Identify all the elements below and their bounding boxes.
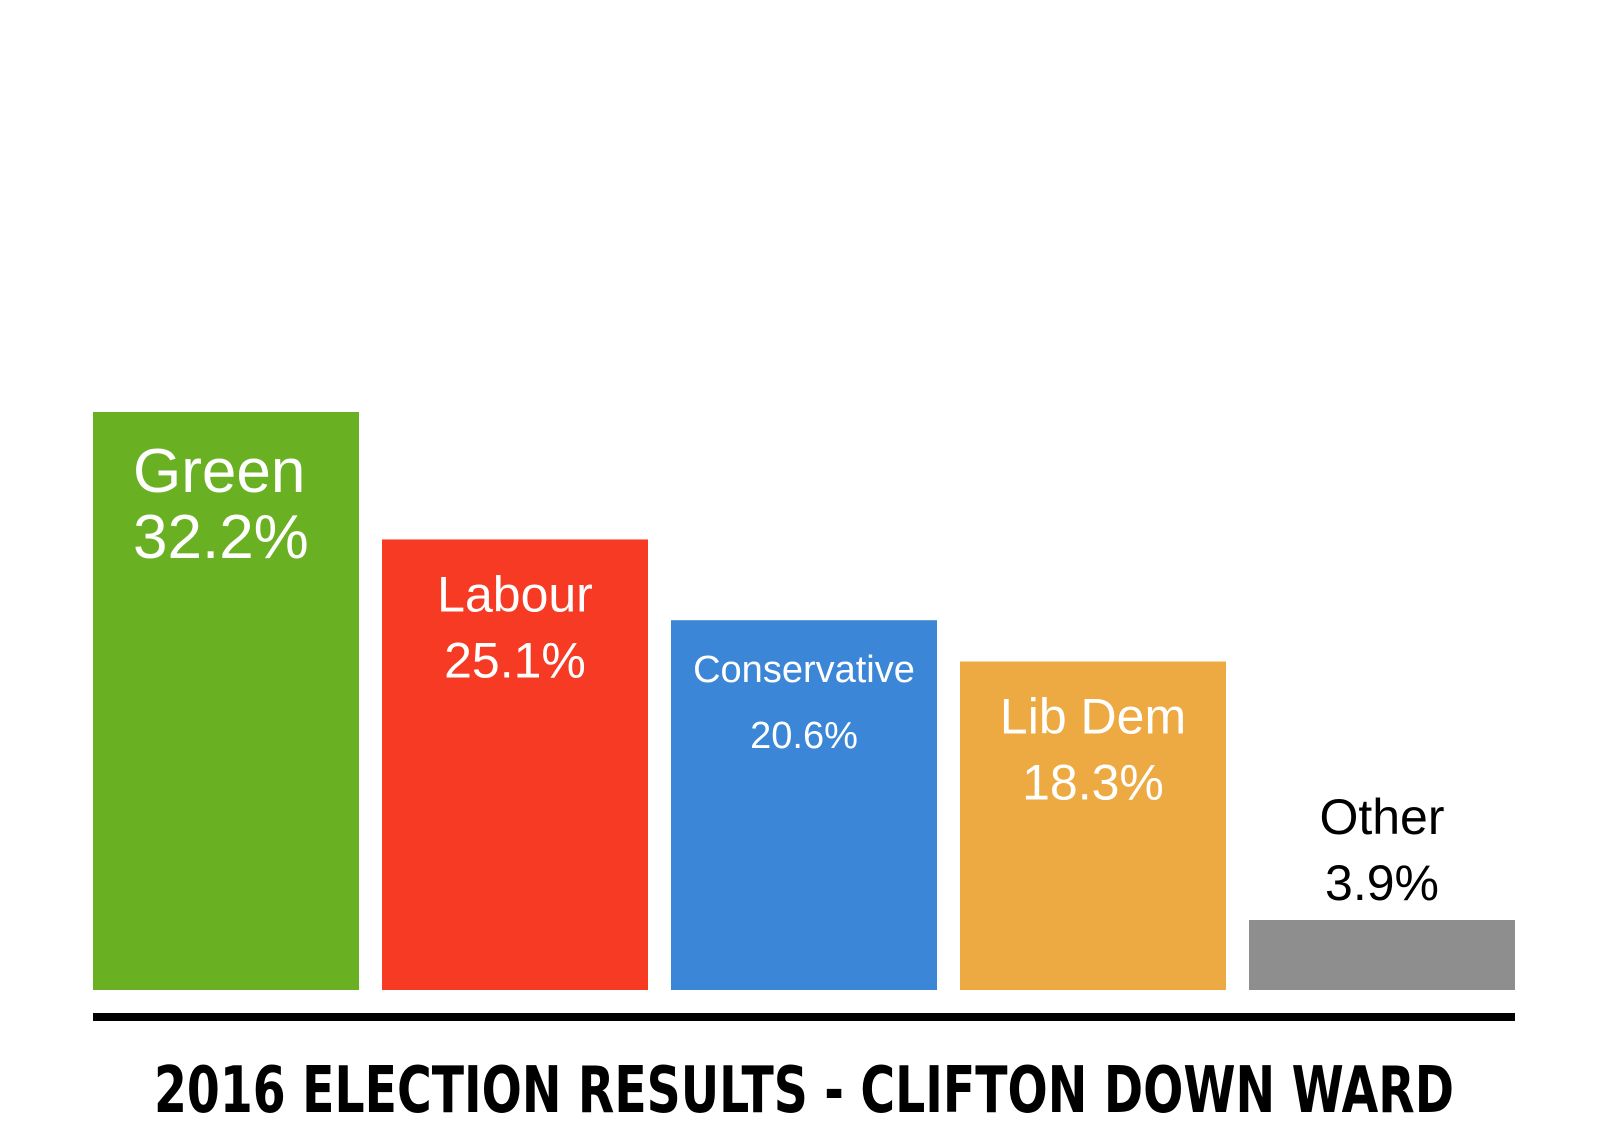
- category-label-green: Green: [133, 437, 305, 506]
- baseline-rule: [93, 1013, 1515, 1021]
- bar-lib-dem: [960, 661, 1226, 990]
- category-label-conservative: Conservative: [693, 649, 915, 691]
- bars-group: [93, 412, 1515, 990]
- value-label-green: 32.2%: [133, 503, 309, 572]
- category-label-labour: Labour: [437, 566, 593, 622]
- value-label-labour: 25.1%: [444, 632, 586, 688]
- value-label-other: 3.9%: [1325, 855, 1439, 911]
- bar-labour: [382, 539, 648, 990]
- bar-green: [93, 412, 359, 990]
- category-label-lib-dem: Lib Dem: [1000, 689, 1186, 745]
- chart-title: 2016 ELECTION RESULTS - CLIFTON DOWN WAR…: [154, 1054, 1454, 1128]
- bar-other: [1249, 919, 1515, 990]
- category-label-other: Other: [1319, 789, 1444, 845]
- value-label-conservative: 20.6%: [750, 715, 858, 757]
- value-label-lib-dem: 18.3%: [1022, 755, 1164, 811]
- bar-conservative: [671, 620, 937, 990]
